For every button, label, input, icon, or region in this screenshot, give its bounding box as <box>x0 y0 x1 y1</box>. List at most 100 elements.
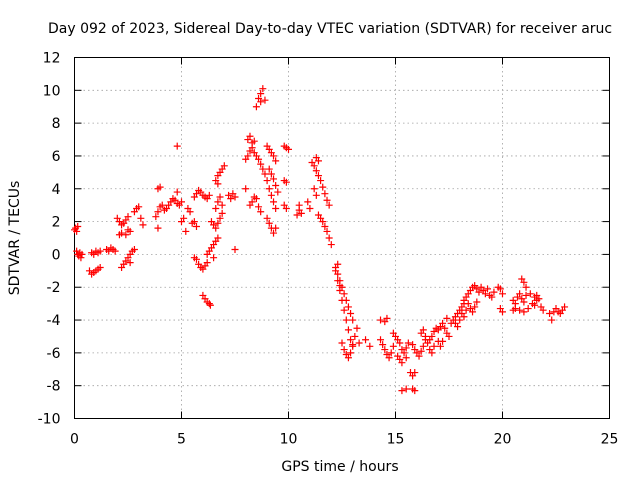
data-point <box>267 170 275 178</box>
data-point <box>342 316 350 324</box>
data-point <box>462 306 470 314</box>
data-point <box>231 245 239 253</box>
data-point <box>259 165 267 173</box>
data-point <box>156 183 164 191</box>
chart-title: Day 092 of 2023, Sidereal Day-to-day VTE… <box>48 21 612 37</box>
data-point <box>475 288 483 296</box>
data-point <box>561 303 569 311</box>
data-point <box>186 208 194 216</box>
data-point <box>255 155 263 163</box>
data-point <box>336 282 344 290</box>
data-point <box>460 313 468 321</box>
y-tick-label: 12 <box>43 51 61 67</box>
data-point <box>402 385 410 393</box>
data-point <box>347 349 355 357</box>
grid <box>74 57 610 419</box>
y-tick-label: -2 <box>47 280 61 296</box>
y-tick-label: -8 <box>47 379 61 395</box>
data-point <box>212 204 220 212</box>
data-point <box>366 342 374 350</box>
x-tick-label: 5 <box>177 432 186 448</box>
data-point <box>496 285 504 293</box>
data-point <box>203 259 211 267</box>
data-point <box>272 224 280 232</box>
data-point <box>490 288 498 296</box>
data-point <box>77 254 85 262</box>
data-point <box>362 336 370 344</box>
data-point <box>259 85 267 93</box>
data-point <box>488 293 496 301</box>
y-tick-label: 6 <box>52 149 61 165</box>
data-point <box>214 219 222 227</box>
data-point <box>297 209 305 217</box>
y-tick-label: 8 <box>52 116 61 132</box>
data-point <box>304 198 312 206</box>
data-point <box>154 208 162 216</box>
x-tick-label: 15 <box>387 432 405 448</box>
data-point <box>338 296 346 304</box>
data-point <box>216 214 224 222</box>
axis-ticks <box>74 57 610 419</box>
data-point <box>135 203 143 211</box>
data-point <box>295 201 303 209</box>
data-point <box>205 191 213 199</box>
data-point <box>317 177 325 185</box>
data-point <box>546 309 554 317</box>
data-point <box>126 259 134 267</box>
data-point <box>180 214 188 222</box>
data-point <box>385 354 393 362</box>
data-point <box>78 250 86 258</box>
data-point <box>111 247 119 255</box>
data-point <box>312 167 320 175</box>
x-tick-label: 10 <box>280 432 298 448</box>
data-point <box>267 191 275 199</box>
data-point <box>314 157 322 165</box>
data-point <box>524 305 532 313</box>
data-point <box>344 354 352 362</box>
data-point <box>257 90 265 98</box>
data-point <box>338 339 346 347</box>
data-point <box>526 290 534 298</box>
data-point <box>242 185 250 193</box>
data-point <box>216 193 224 201</box>
data-point <box>484 285 492 293</box>
data-point <box>419 342 427 350</box>
x-tick-label: 25 <box>601 432 619 448</box>
x-tick-label: 0 <box>70 432 79 448</box>
data-point <box>520 298 528 306</box>
data-point <box>389 342 397 350</box>
data-point <box>323 227 331 235</box>
x-tick-labels: 0 5 10 15 20 25 <box>70 432 618 448</box>
data-point <box>205 300 213 308</box>
data-point <box>520 278 528 286</box>
data-point <box>516 306 524 314</box>
data-point <box>265 219 273 227</box>
data-point <box>310 185 318 193</box>
data-point <box>220 162 228 170</box>
data-point <box>347 336 355 344</box>
data-point <box>323 196 331 204</box>
data-point <box>270 175 278 183</box>
y-tick-label: -4 <box>47 313 61 329</box>
data-point <box>118 229 126 237</box>
data-points <box>71 85 569 395</box>
data-point <box>334 277 342 285</box>
data-point <box>398 387 406 395</box>
data-point <box>469 308 477 316</box>
data-point <box>257 160 265 168</box>
data-point <box>340 346 348 354</box>
y-tick-label: 10 <box>43 83 61 99</box>
data-point <box>312 191 320 199</box>
data-point <box>126 227 134 235</box>
data-point <box>428 349 436 357</box>
data-point <box>272 181 280 189</box>
data-point <box>411 387 419 395</box>
data-point <box>139 221 147 229</box>
data-point <box>190 218 198 226</box>
data-point <box>246 132 254 140</box>
x-axis-label: GPS time / hours <box>281 459 398 475</box>
data-point <box>122 231 130 239</box>
data-point <box>274 188 282 196</box>
data-point <box>327 241 335 249</box>
